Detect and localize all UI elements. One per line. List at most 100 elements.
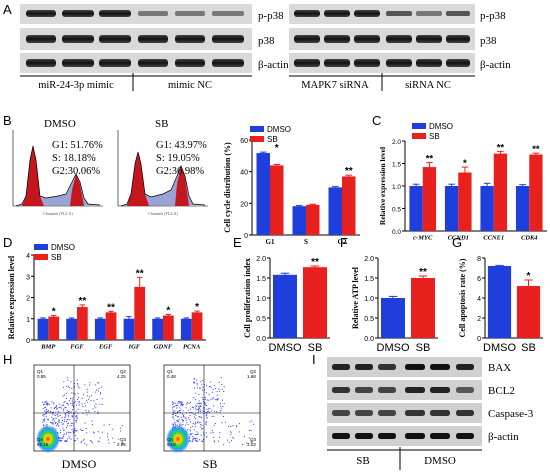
flow-dot	[45, 403, 47, 405]
quadrant-label: 0.85	[37, 374, 46, 379]
x-tick-label: SB	[416, 342, 431, 354]
flow-dot	[65, 406, 67, 408]
western-blot-left: miR-24-3p mimic mimic NC	[20, 4, 252, 91]
flow-dot	[109, 423, 111, 425]
flow-dot	[86, 411, 88, 413]
bar-dmso	[180, 318, 192, 340]
flow-dot	[76, 416, 78, 418]
legend-label: DMSO	[267, 125, 291, 134]
flow-dot	[67, 419, 69, 421]
blot-band	[354, 10, 380, 17]
flow-dot	[200, 416, 202, 418]
flow-dot	[200, 424, 202, 426]
flow-dot	[198, 400, 200, 402]
flow-dot	[72, 432, 74, 434]
flow-dot	[197, 432, 199, 434]
flow-dot	[194, 421, 196, 423]
flow-dot	[223, 444, 225, 446]
blot-band-group	[332, 364, 474, 439]
flow-dot	[100, 392, 102, 394]
flow-dot	[55, 415, 57, 417]
flow-dot	[81, 403, 83, 405]
bar-dmso	[515, 186, 530, 231]
flow-dot	[219, 411, 221, 413]
flow-dot	[66, 377, 68, 379]
quadrant-label: Q1	[37, 369, 44, 374]
flow-dot	[175, 415, 177, 417]
flow-dot	[70, 403, 72, 405]
legend-label: SB	[51, 253, 62, 262]
flow-dot	[230, 426, 232, 428]
flow-dot	[194, 416, 196, 418]
flow-dot	[45, 401, 47, 403]
bar-sb	[516, 286, 541, 338]
flow-dot	[66, 440, 68, 442]
flow-dot	[82, 406, 84, 408]
flow-dot	[43, 425, 45, 427]
blot-band	[405, 410, 425, 416]
blot-band	[62, 59, 94, 67]
flow-dot	[53, 411, 55, 413]
flow-dot	[72, 415, 74, 417]
flow-dot	[179, 411, 181, 413]
flow-dot	[68, 431, 70, 433]
flow-dot	[75, 430, 77, 432]
flow-dot	[71, 416, 73, 418]
flow-dot	[42, 421, 44, 423]
flow-dot	[60, 440, 62, 442]
flow-dot	[206, 408, 208, 410]
flow-dot	[107, 436, 109, 438]
flow-dot	[63, 381, 65, 383]
flow-dot	[196, 379, 198, 381]
blot-band	[324, 35, 350, 43]
flow-dot	[174, 402, 176, 404]
flow-dot	[95, 407, 97, 409]
flow-dot	[204, 403, 206, 405]
flow-dot	[86, 401, 88, 403]
x-tick-label: BMP	[40, 344, 56, 351]
flow-dot	[74, 428, 76, 430]
flow-dot	[93, 400, 95, 402]
flow-dot	[216, 394, 218, 396]
flow-dot	[70, 411, 72, 413]
flow-dot	[221, 377, 223, 379]
y-tick-label: 2	[26, 296, 30, 303]
flow-dot	[42, 401, 44, 403]
flow-dot	[185, 412, 187, 414]
flow-dot	[53, 418, 55, 420]
flow-dot	[213, 405, 215, 407]
flow-dot	[107, 439, 109, 441]
flow-dot	[67, 423, 69, 425]
flow-dot	[176, 407, 178, 409]
flow-dot	[203, 407, 205, 409]
flow-dot	[75, 415, 77, 417]
flow-dot	[215, 388, 217, 390]
bar-dmso	[94, 318, 106, 340]
flow-dot	[108, 442, 110, 444]
flow-dot	[66, 419, 68, 421]
bar-dmso	[273, 274, 297, 338]
flow-dot	[187, 424, 189, 426]
flow-dot	[70, 438, 72, 440]
flow-dot	[178, 418, 180, 420]
y-tick-label: 0	[477, 336, 481, 343]
flow-dot	[202, 410, 204, 412]
flow-dot	[177, 402, 179, 404]
blot-row-label: β-actin	[480, 59, 511, 71]
blot-band	[386, 59, 412, 67]
quadrant-label: Q3	[120, 437, 127, 442]
blot-band	[446, 35, 470, 43]
flow-dot	[189, 408, 191, 410]
y-axis-label: Relative expression level	[7, 255, 16, 339]
legend-label: SB	[267, 135, 278, 144]
flow-dot	[219, 431, 221, 433]
flow-dot	[78, 404, 80, 406]
flow-dot	[82, 439, 84, 441]
legend-swatch	[412, 133, 426, 139]
flow-dot	[212, 398, 214, 400]
flow-dot	[120, 430, 122, 432]
y-tick-label: 0	[244, 233, 248, 240]
histogram-g2-peak	[175, 166, 189, 206]
flow-dot	[74, 393, 76, 395]
y-tick-label: 0.0	[364, 336, 374, 343]
